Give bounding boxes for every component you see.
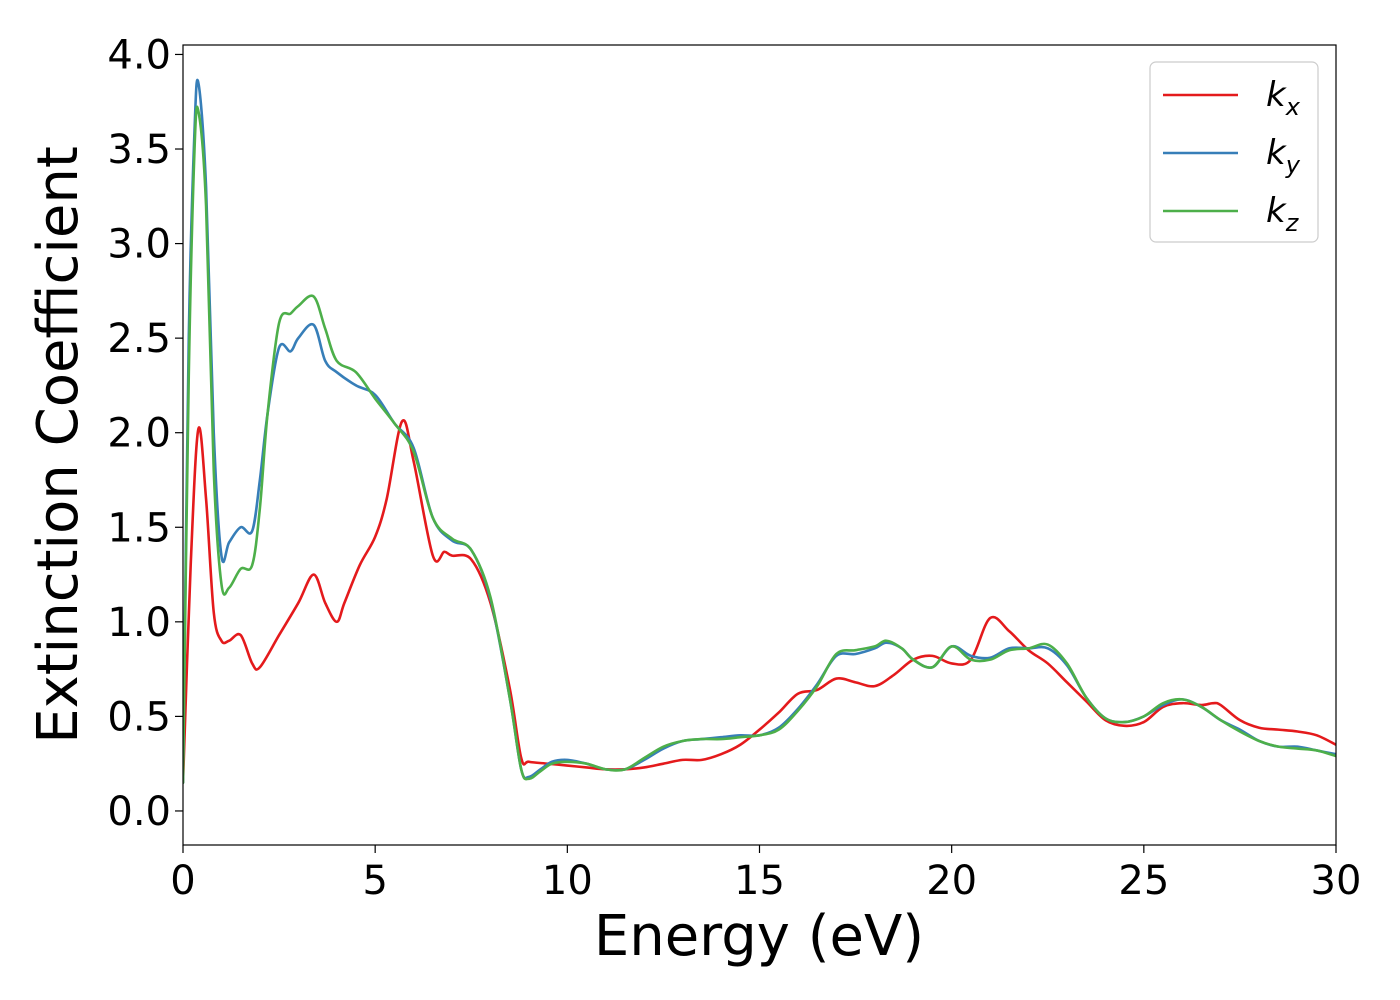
plot-area [183, 45, 1336, 845]
y-tick-label: 2.0 [107, 411, 171, 457]
y-tick-label: 0.5 [107, 694, 171, 740]
legend-label-z: kz [1266, 191, 1300, 237]
legend-label-y: ky [1266, 133, 1301, 179]
y-axis-title: Extinction Coefficient [26, 146, 91, 744]
x-tick-label: 30 [1311, 858, 1362, 904]
y-tick-label: 1.5 [107, 505, 171, 551]
x-axis: 0 5 10 15 20 25 30 [170, 845, 1361, 904]
y-tick-label: 4.0 [107, 32, 171, 78]
legend-label-main: k [1266, 191, 1287, 231]
series-layer [183, 78, 1336, 784]
x-axis-title: Energy (eV) [594, 904, 924, 969]
series-line-z [183, 105, 1336, 784]
legend-label-main: k [1266, 133, 1287, 173]
x-tick-label: 25 [1118, 858, 1169, 904]
x-tick-label: 15 [734, 858, 785, 904]
x-tick-label: 20 [926, 858, 977, 904]
y-tick-label: 3.0 [107, 222, 171, 268]
y-tick-label: 1.0 [107, 600, 171, 646]
y-tick-label: 3.5 [107, 127, 171, 173]
series-line-x [183, 419, 1336, 784]
legend-label-subscript: z [1285, 209, 1300, 237]
legend-label-subscript: y [1285, 151, 1301, 179]
y-tick-label: 2.5 [107, 316, 171, 362]
x-tick-label: 0 [170, 858, 195, 904]
legend-label-x: kx [1266, 75, 1301, 121]
y-tick-label: 0.0 [107, 789, 171, 835]
y-axis: 0.0 0.5 1.0 1.5 2.0 2.5 3.0 3.5 4.0 [107, 32, 183, 835]
x-tick-label: 5 [362, 858, 387, 904]
legend-label-subscript: x [1285, 93, 1301, 121]
x-tick-label: 10 [542, 858, 593, 904]
legend-label-main: k [1266, 75, 1287, 115]
